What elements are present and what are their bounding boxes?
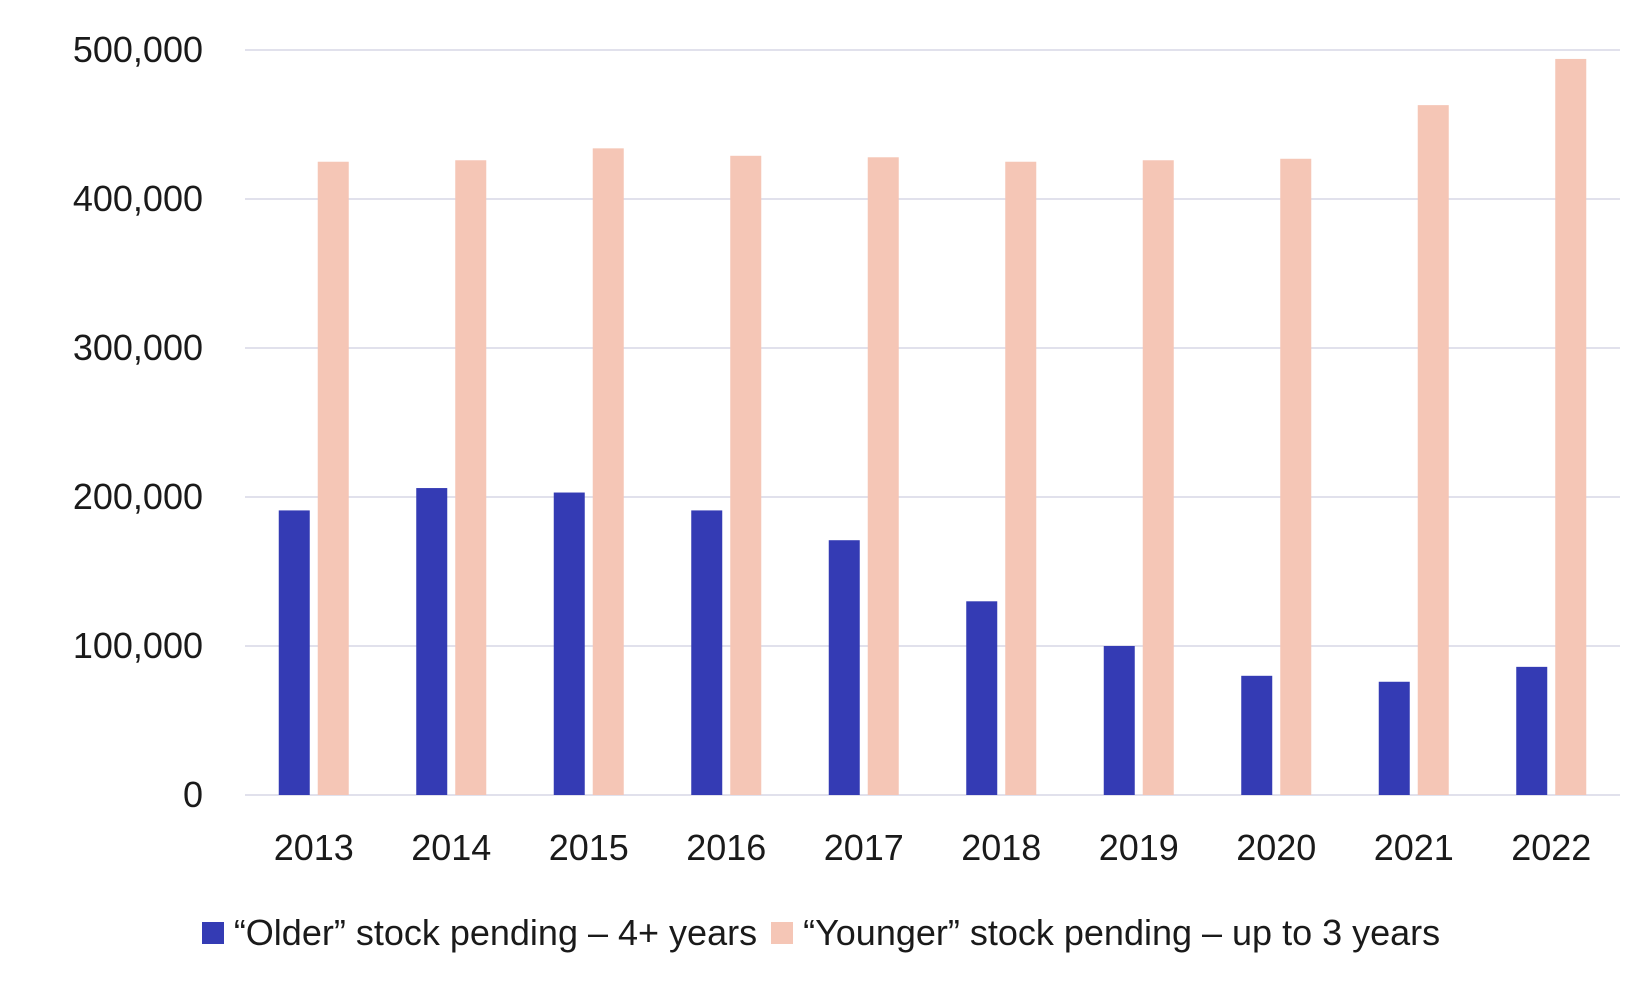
legend: “Older” stock pending – 4+ years “Younge… — [0, 912, 1642, 954]
bar-chart: 0 100,000 200,000 300,000 400,000 500,000 2013… — [73, 29, 1620, 868]
bar-older-2014 — [416, 488, 448, 795]
bar-older-2015 — [553, 492, 585, 795]
bar-older-2018 — [966, 601, 998, 795]
bar-older-2020 — [1241, 675, 1273, 795]
x-tick-label: 2013 — [274, 827, 354, 868]
x-tick-label: 2016 — [686, 827, 766, 868]
y-tick-label: 500,000 — [73, 29, 203, 70]
x-tick-label: 2018 — [961, 827, 1041, 868]
bar-younger-2014 — [455, 160, 487, 795]
bar-younger-2017 — [867, 157, 899, 795]
y-tick-label: 0 — [183, 774, 203, 815]
x-tick-label: 2019 — [1099, 827, 1179, 868]
y-tick-label: 100,000 — [73, 625, 203, 666]
y-tick-label: 400,000 — [73, 178, 203, 219]
x-tick-label: 2021 — [1374, 827, 1454, 868]
legend-swatch-older — [201, 922, 224, 944]
legend-item-older: “Older” stock pending – 4+ years — [201, 912, 758, 954]
x-tick-label: 2014 — [411, 827, 491, 868]
y-tick-label: 300,000 — [73, 327, 203, 368]
bar-older-2021 — [1378, 681, 1410, 795]
bar-older-2022 — [1516, 666, 1548, 795]
bar-younger-2016 — [730, 155, 762, 796]
x-tick-label: 2020 — [1236, 827, 1316, 868]
x-tick-label: 2022 — [1511, 827, 1591, 868]
bar-older-2017 — [828, 540, 860, 795]
bar-older-2013 — [278, 510, 310, 795]
bar-younger-2020 — [1280, 158, 1312, 795]
legend-label-younger: “Younger” stock pending – up to 3 years — [803, 912, 1441, 953]
bar-younger-2022 — [1555, 58, 1587, 795]
y-tick-label: 200,000 — [73, 476, 203, 517]
x-tick-label: 2015 — [549, 827, 629, 868]
bar-younger-2013 — [317, 161, 349, 795]
bar-younger-2019 — [1142, 160, 1174, 795]
bar-younger-2015 — [592, 148, 624, 796]
legend-label-older: “Older” stock pending – 4+ years — [233, 912, 758, 953]
bar-younger-2018 — [1005, 161, 1037, 795]
bar-older-2016 — [691, 510, 723, 795]
legend-item-younger: “Younger” stock pending – up to 3 years — [771, 912, 1440, 954]
x-tick-label: 2017 — [824, 827, 904, 868]
legend-swatch-younger — [771, 922, 794, 944]
bar-younger-2021 — [1417, 105, 1449, 795]
bar-older-2019 — [1103, 646, 1135, 795]
